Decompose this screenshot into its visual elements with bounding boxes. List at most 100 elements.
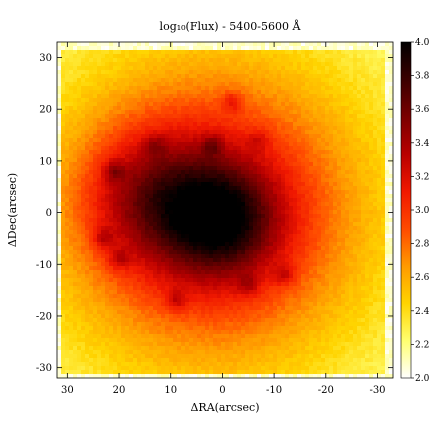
heatmap-cell [301, 182, 306, 187]
heatmap-cell [65, 238, 70, 243]
heatmap-cell [313, 262, 318, 267]
heatmap-cell [385, 126, 390, 131]
heatmap-cell [253, 214, 258, 219]
heatmap-cell [57, 106, 62, 111]
heatmap-cell [125, 258, 130, 263]
heatmap-cell [197, 194, 202, 199]
heatmap-cell [225, 74, 230, 79]
heatmap-cell [361, 178, 366, 183]
heatmap-cell [213, 90, 218, 95]
heatmap-cell [333, 242, 338, 247]
heatmap-cell [289, 130, 294, 135]
heatmap-cell [325, 74, 330, 79]
heatmap-cell [169, 174, 174, 179]
heatmap-cell [281, 94, 286, 99]
heatmap-cell [349, 114, 354, 119]
heatmap-cell [117, 130, 122, 135]
heatmap-cell [261, 262, 266, 267]
heatmap-cell [385, 250, 390, 255]
heatmap-cell [381, 190, 386, 195]
heatmap-cell [233, 70, 238, 75]
heatmap-cell [57, 54, 62, 59]
heatmap-cell [337, 74, 342, 79]
heatmap-cell [121, 202, 126, 207]
heatmap-cell [289, 250, 294, 255]
heatmap-cell [125, 98, 130, 103]
heatmap-cell [273, 62, 278, 67]
heatmap-cell [349, 126, 354, 131]
heatmap-cell [213, 198, 218, 203]
heatmap-cell [297, 58, 302, 63]
heatmap-cell [357, 254, 362, 259]
heatmap-cell [101, 118, 106, 123]
heatmap-cell [141, 138, 146, 143]
heatmap-cell [73, 154, 78, 159]
heatmap-cell [337, 274, 342, 279]
heatmap-cell [349, 78, 354, 83]
heatmap-cell [349, 250, 354, 255]
heatmap-cell [241, 122, 246, 127]
heatmap-cell [193, 122, 198, 127]
heatmap-cell [281, 182, 286, 187]
heatmap-cell [77, 170, 82, 175]
heatmap-cell [133, 150, 138, 155]
heatmap-cell [385, 138, 390, 143]
heatmap-cell [157, 254, 162, 259]
heatmap-cell [373, 218, 378, 223]
heatmap-cell [81, 74, 86, 79]
heatmap-cell [329, 210, 334, 215]
heatmap-cell [369, 266, 374, 271]
heatmap-cell [389, 274, 394, 279]
heatmap-cell [217, 154, 222, 159]
heatmap-cell [89, 70, 94, 75]
heatmap-cell [89, 202, 94, 207]
heatmap-cell [113, 262, 118, 267]
heatmap-cell [201, 138, 206, 143]
heatmap-cell [73, 218, 78, 223]
heatmap-cell [289, 254, 294, 259]
heatmap-cell [197, 70, 202, 75]
heatmap-cell [257, 66, 262, 71]
heatmap-cell [125, 58, 130, 63]
heatmap-cell [177, 142, 182, 147]
heatmap-cell [225, 70, 230, 75]
heatmap-cell [285, 246, 290, 251]
heatmap-cell [89, 94, 94, 99]
heatmap-cell [201, 262, 206, 267]
heatmap-cell [385, 178, 390, 183]
heatmap-cell [233, 182, 238, 187]
heatmap-cell [269, 118, 274, 123]
heatmap-cell [353, 206, 358, 211]
heatmap-cell [229, 166, 234, 171]
heatmap-cell [237, 166, 242, 171]
heatmap-cell [381, 130, 386, 135]
heatmap-cell [157, 166, 162, 171]
heatmap-cell [125, 134, 130, 139]
heatmap-cell [201, 54, 206, 59]
heatmap-cell [69, 102, 74, 107]
heatmap-cell [265, 194, 270, 199]
heatmap-cell [153, 110, 158, 115]
heatmap-cell [125, 218, 130, 223]
heatmap-cell [177, 102, 182, 107]
heatmap-cell [61, 194, 66, 199]
heatmap-cell [269, 54, 274, 59]
heatmap-cell [249, 150, 254, 155]
heatmap-cell [313, 94, 318, 99]
heatmap-cell [289, 70, 294, 75]
heatmap-cell [117, 206, 122, 211]
heatmap-cell [177, 202, 182, 207]
heatmap-cell [325, 238, 330, 243]
heatmap-cell [249, 182, 254, 187]
heatmap-cell [221, 218, 226, 223]
heatmap-cell [201, 270, 206, 275]
heatmap-cell [321, 210, 326, 215]
heatmap-cell [77, 82, 82, 87]
heatmap-cell [297, 230, 302, 235]
heatmap-cell [177, 42, 182, 47]
heatmap-cell [93, 222, 98, 227]
heatmap-cell [361, 230, 366, 235]
heatmap-cell [325, 270, 330, 275]
heatmap-cell [105, 154, 110, 159]
heatmap-cell [85, 278, 90, 283]
